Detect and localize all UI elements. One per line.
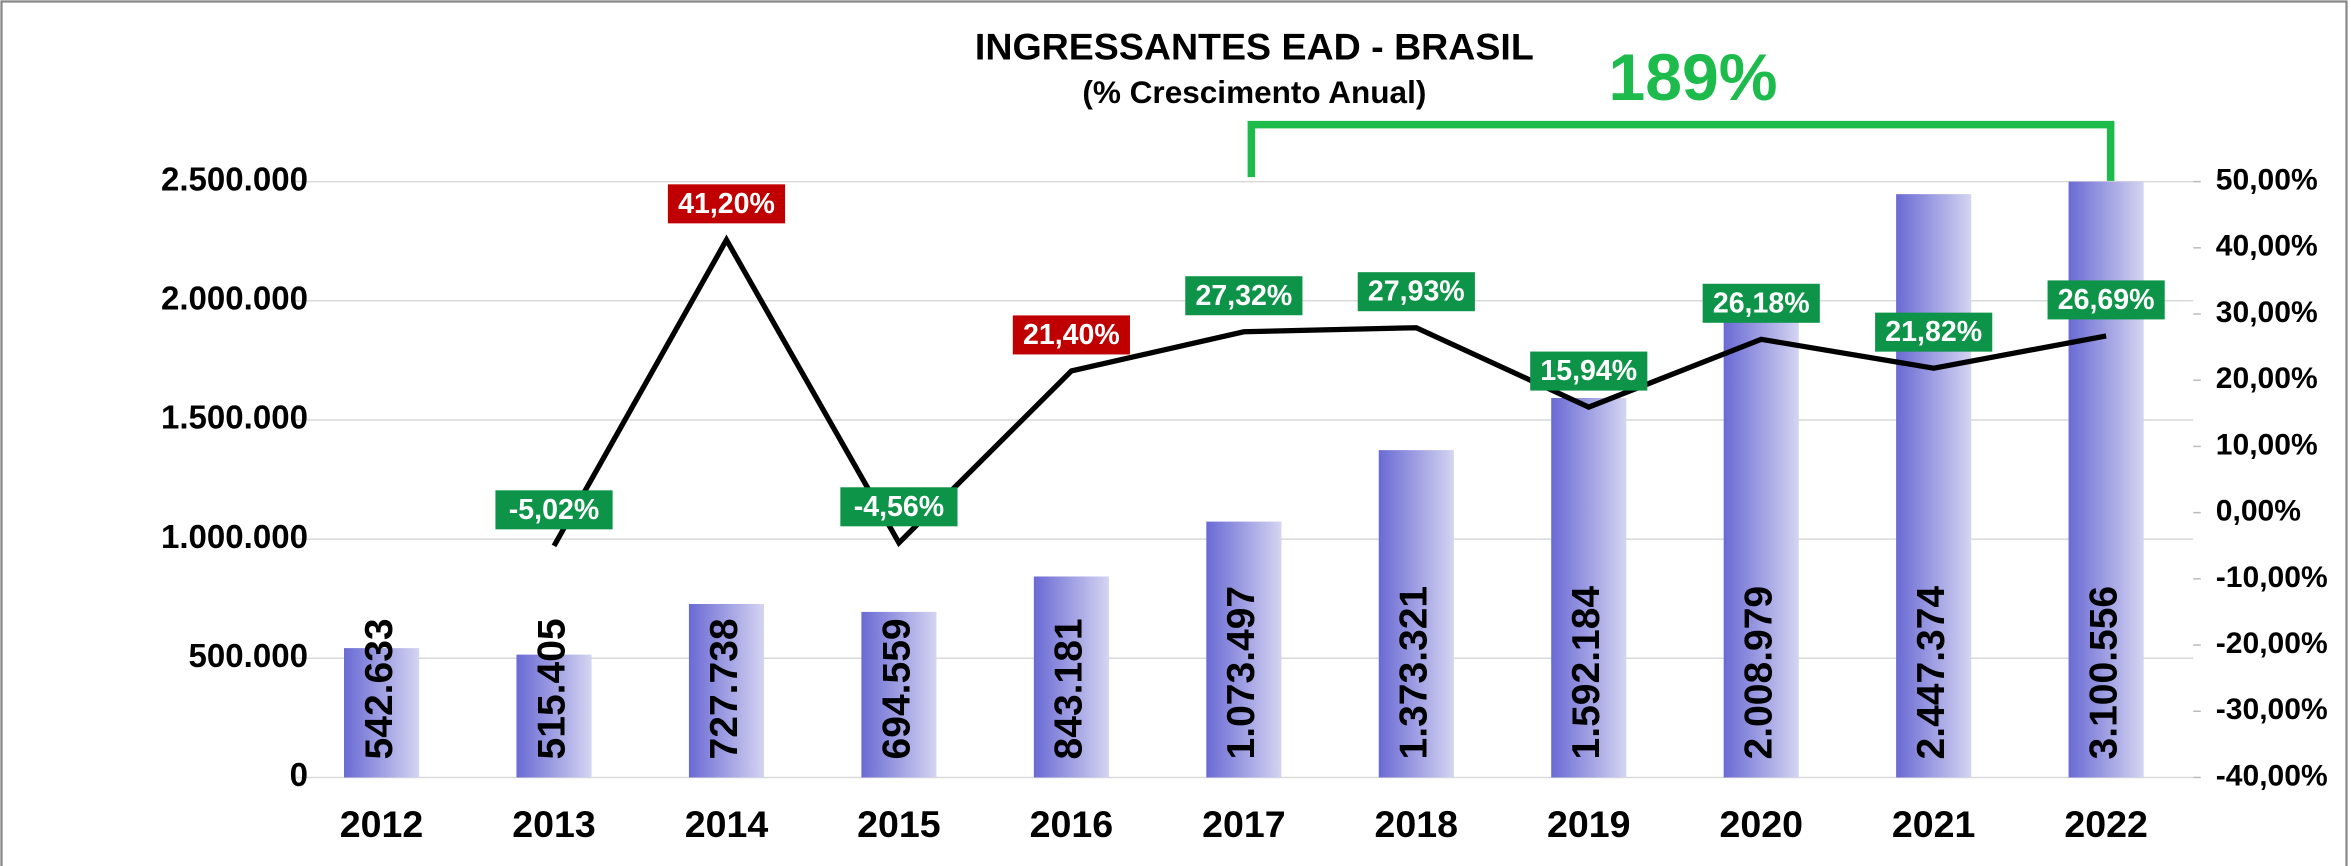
data-label: 27,93%: [1368, 276, 1465, 308]
x-tick-label: 2012: [340, 803, 424, 845]
data-label-box: [1702, 283, 1820, 323]
y-tick-label: 0: [290, 756, 308, 793]
data-label: 26,18%: [1713, 287, 1810, 319]
y-tick-label: 2.500.000: [161, 160, 308, 197]
bar: [1551, 397, 1627, 778]
x-tick-label: 2014: [685, 803, 769, 845]
bar: [1206, 521, 1282, 778]
data-label: -5,02%: [509, 494, 599, 526]
y2-tick-label: -30,00%: [2216, 693, 2328, 726]
data-label: 21,82%: [1885, 316, 1982, 348]
data-label: 27,32%: [1195, 280, 1292, 312]
bar-value-label: 843.181: [1048, 618, 1091, 759]
data-label-box: [1012, 315, 1130, 355]
y2-tick-label: 0,00%: [2216, 495, 2301, 528]
data-label-box: [667, 184, 786, 224]
y-tick-label: 2.000.000: [161, 280, 308, 317]
x-tick-label: 2018: [1375, 803, 1459, 845]
bracket: [1247, 120, 2115, 184]
y2-tick-label: 40,00%: [2216, 230, 2318, 263]
bar: [1896, 194, 1972, 778]
y2-tick-label: 20,00%: [2216, 362, 2318, 395]
x-tick-label: 2016: [1030, 803, 1114, 845]
bars: [344, 181, 2144, 778]
y2-tick-label: 50,00%: [2216, 164, 2318, 197]
x-tick-label: 2019: [1547, 803, 1631, 845]
data-label-box: [1357, 272, 1475, 312]
bar-value-label: 515.405: [530, 618, 573, 759]
bar: [516, 654, 592, 778]
bar: [344, 648, 420, 778]
bar-value-label: 2.447.374: [1910, 586, 1953, 760]
data-label-box: [840, 487, 958, 527]
y2-tick-label: -10,00%: [2216, 561, 2328, 594]
data-label: 15,94%: [1540, 355, 1637, 387]
y-tick-label: 500.000: [189, 637, 308, 674]
data-label-box: [1530, 351, 1648, 391]
y2-tick-label: -20,00%: [2216, 627, 2328, 660]
y2-tick-label: 10,00%: [2216, 428, 2318, 461]
chart-title: INGRESSANTES EAD - BRASIL: [975, 25, 1534, 67]
y-tick-label: 1.500.000: [161, 399, 308, 436]
x-tick-label: 2013: [512, 803, 596, 845]
data-label: 21,40%: [1023, 319, 1120, 351]
data-label: 41,20%: [678, 188, 775, 220]
x-tick-label: 2017: [1202, 803, 1286, 845]
data-label: -4,56%: [854, 491, 944, 523]
annotation: 189%: [1609, 40, 1778, 114]
data-label-box: [1875, 312, 1993, 352]
bar: [1378, 450, 1454, 778]
bar-value-label: 727.738: [703, 618, 746, 759]
y2-tick-label: -40,00%: [2216, 759, 2328, 792]
data-label-box: [2047, 280, 2165, 320]
bar-value-label: 1.373.321: [1393, 586, 1436, 760]
bar: [688, 604, 765, 778]
bar: [1033, 576, 1109, 778]
x-tick-label: 2020: [1719, 803, 1803, 845]
y2-tick-label: 30,00%: [2216, 296, 2318, 329]
x-tick-label: 2022: [2064, 803, 2148, 845]
bar-value-label: 1.592.184: [1565, 586, 1608, 760]
bar-value-label: 2.008.979: [1738, 586, 1781, 760]
bar: [1723, 298, 1799, 778]
data-label-box: [1185, 276, 1303, 316]
bar: [861, 611, 937, 778]
bar-value-label: 694.559: [875, 618, 918, 759]
x-tick-label: 2015: [857, 803, 941, 845]
data-label-box: [495, 490, 613, 530]
x-tick-label: 2021: [1892, 803, 1976, 845]
chart-subtitle: (% Crescimento Anual): [1082, 74, 1426, 110]
y-tick-label: 1.000.000: [161, 518, 308, 555]
bar-value-label: 3.100.556: [2082, 586, 2125, 760]
bar-value-label: 1.073.497: [1220, 586, 1263, 760]
data-label: 26,69%: [2058, 284, 2155, 316]
bar-value-label: 542.633: [358, 618, 401, 759]
line: [551, 234, 2107, 548]
